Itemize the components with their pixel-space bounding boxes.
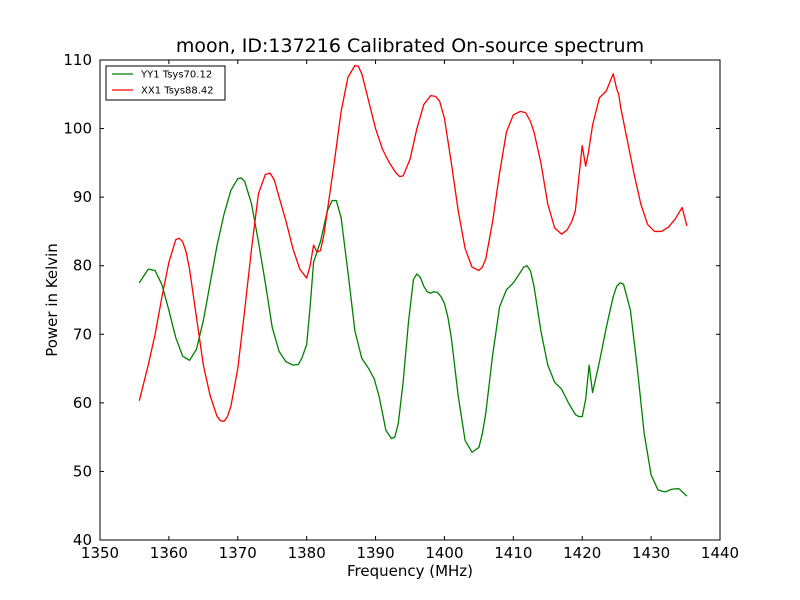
x-tick-label: 1370 — [219, 544, 257, 562]
y-tick-label: 50 — [73, 462, 92, 480]
x-tick-label: 1360 — [150, 544, 188, 562]
y-tick-label: 70 — [73, 325, 92, 343]
y-tick-label: 90 — [73, 188, 92, 206]
plot-area — [99, 59, 721, 541]
x-tick-label: 1400 — [425, 544, 463, 562]
y-tick-label: 100 — [63, 120, 92, 138]
legend-label-yy1: YY1 Tsys70.12 — [140, 70, 212, 81]
tick-labels-group: 1350 1360 1370 1380 1390 1400 1410 1420 1430 1440… — [63, 51, 739, 562]
legend: YY1 Tsys70.12 XX1 Tsys88.42 — [105, 65, 226, 101]
y-tick-label: 110 — [63, 51, 92, 69]
y-axis-label: Power in Kelvin — [43, 243, 61, 357]
chart-title: moon, ID:137216 Calibrated On-source spe… — [176, 35, 644, 57]
ticks-group — [99, 59, 721, 541]
series-group — [138, 64, 688, 497]
y-tick-label: 80 — [73, 257, 92, 275]
plot-frame — [99, 59, 721, 541]
series-line-xx1 — [138, 64, 688, 423]
legend-box — [105, 65, 226, 101]
y-tick-label: 40 — [73, 531, 92, 549]
legend-label-xx1: XX1 Tsys88.42 — [141, 86, 214, 97]
x-tick-label: 1440 — [701, 544, 739, 562]
x-tick-label: 1420 — [563, 544, 601, 562]
x-axis-label: Frequency (MHz) — [347, 562, 473, 580]
x-tick-label: 1390 — [356, 544, 394, 562]
x-tick-label: 1380 — [288, 544, 326, 562]
x-tick-label: 1350 — [81, 544, 119, 562]
series-line-yy1 — [138, 177, 688, 497]
y-tick-label: 60 — [73, 394, 92, 412]
x-tick-label: 1410 — [494, 544, 532, 562]
x-tick-label: 1430 — [632, 544, 670, 562]
